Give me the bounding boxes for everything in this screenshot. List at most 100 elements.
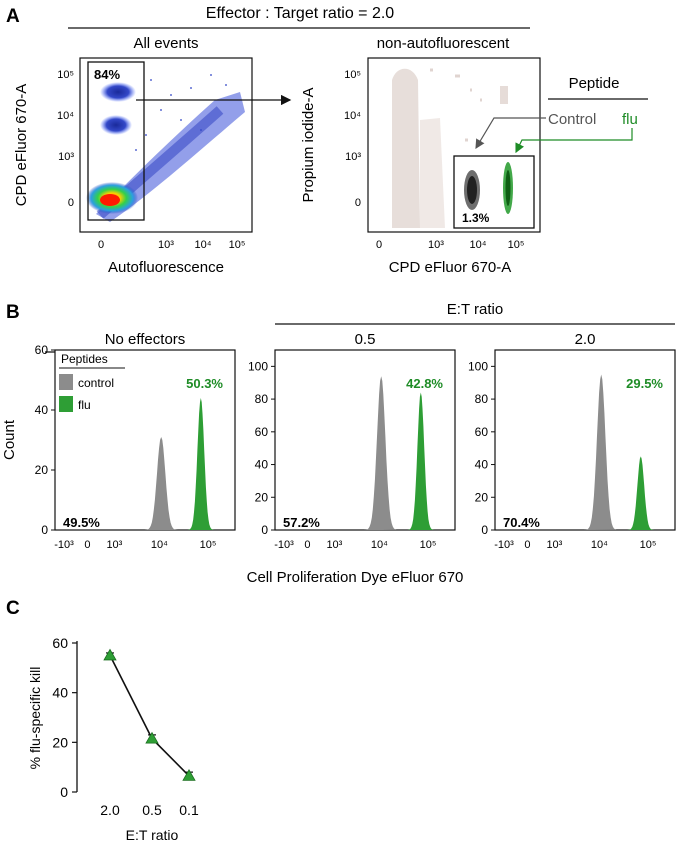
panel-b-letter: B [6, 302, 20, 323]
histogram-title: 2.0 [575, 331, 596, 348]
histogram-xtick: 10⁴ [151, 539, 168, 551]
histogram-xtick: 10⁵ [420, 539, 437, 551]
plot2-ytick: 10⁵ [344, 69, 361, 81]
histogram-legend-title: Peptides [61, 352, 108, 366]
line-chart-xtick: 0.1 [179, 802, 199, 818]
line-chart-point [145, 731, 159, 744]
line-chart-ytick: 0 [60, 784, 68, 800]
plot2-ytick: 10⁴ [344, 110, 361, 122]
plot1-xtick: 10³ [158, 239, 174, 251]
plot2-xlabel: CPD eFluor 670-A [389, 259, 512, 276]
histogram-2: 0.5 0 20 40 60 80 100 -10³ 0 10³ 10⁴ 10⁵ 57.2% 42.8% [248, 331, 456, 551]
histogram-left-pct: 49.5% [63, 515, 100, 530]
plot1-xtick: 0 [98, 239, 104, 251]
histogram-ytick: 60 [475, 425, 489, 439]
plot1-density [86, 74, 245, 222]
panel-a-supertitle: Effector : Target ratio = 2.0 [206, 5, 395, 22]
histogram-ytick: 20 [35, 463, 49, 477]
panel-c-xlabel: E:T ratio [126, 827, 179, 843]
panel-b-xlabel: Cell Proliferation Dye eFluor 670 [247, 569, 464, 586]
plot1-ytick: 0 [68, 197, 74, 209]
panel-b-ylabel: Count [1, 419, 18, 460]
histogram-ytick: 20 [255, 490, 269, 504]
plot1-title: All events [133, 35, 198, 52]
histogram-title: No effectors [105, 331, 186, 348]
histogram-right-pct: 42.8% [406, 376, 443, 391]
histogram-xtick: -10³ [54, 539, 74, 551]
histogram-ytick: 80 [255, 392, 269, 406]
panel-b-group-label: E:T ratio [447, 301, 503, 318]
histogram-right-pct: 50.3% [186, 376, 223, 391]
histogram-flu-peak [187, 398, 215, 530]
line-chart-point [103, 648, 117, 661]
plot2-title: non-autofluorescent [377, 35, 510, 52]
histogram-xtick: 10⁴ [591, 539, 608, 551]
histogram-xtick: 10³ [546, 539, 562, 551]
flu-arrow [515, 128, 633, 154]
histogram-left-pct: 57.2% [283, 515, 320, 530]
plot2-inset-pct: 1.3% [462, 211, 490, 225]
histogram-flu-peak [627, 456, 655, 530]
histogram-title: 0.5 [355, 331, 376, 348]
histogram-3: 2.0 0 20 40 60 80 100 -10³ 0 10³ 10⁴ 10⁵ 70.4% 29.5% [468, 331, 676, 551]
histogram-xtick: 0 [84, 539, 90, 551]
histogram-xtick: 10³ [326, 539, 342, 551]
line-chart-point [182, 769, 196, 781]
line-chart-ytick: 60 [52, 635, 68, 651]
histogram-ytick: 80 [475, 392, 489, 406]
plot2-xtick: 10⁴ [470, 239, 487, 251]
plot2-inset-clusters [464, 162, 513, 214]
histogram-xtick: 0 [304, 539, 310, 551]
histogram-legend-swatch [59, 396, 73, 412]
plot2-xtick: 10³ [428, 239, 444, 251]
histogram-ytick: 60 [255, 425, 269, 439]
histogram-ytick: 100 [248, 359, 268, 373]
histogram-control-peak [364, 376, 398, 530]
histogram-ytick: 0 [261, 523, 268, 537]
plot1-ylabel: CPD eFluor 670-A [13, 84, 30, 207]
histogram-xtick: -10³ [494, 539, 514, 551]
plot1-gate [87, 61, 145, 221]
histogram-xtick: 0 [524, 539, 530, 551]
plot1-gate-pct: 84% [94, 67, 120, 82]
histogram-xtick: 10⁴ [371, 539, 388, 551]
histogram-ytick: 60 [35, 343, 49, 357]
histogram-ytick: 0 [481, 523, 488, 537]
histogram-legend-swatch [59, 374, 73, 390]
peptide-legend-flu: flu [622, 111, 638, 128]
panel-c-letter: C [6, 598, 20, 619]
histogram-legend: Peptides control flu [59, 352, 125, 412]
histogram-ytick: 100 [468, 359, 488, 373]
plot2-xtick: 10⁵ [508, 239, 525, 251]
line-chart-xtick: 0.5 [142, 802, 162, 818]
panel-c-ylabel: % flu-specific kill [27, 667, 43, 770]
plot2-ytick: 10³ [345, 151, 361, 163]
histogram-control-peak [584, 374, 618, 530]
histogram-legend-label: flu [78, 398, 91, 412]
line-chart-ytick: 20 [52, 734, 68, 750]
panel-a-letter: A [6, 6, 20, 27]
plot2-density [392, 68, 508, 229]
plot2-ylabel: Propium iodide-A [300, 87, 317, 202]
histogram-ytick: 20 [475, 490, 489, 504]
plot2-ytick: 0 [355, 197, 361, 209]
plot1-ytick: 10³ [58, 151, 74, 163]
histogram-xtick: 10⁵ [640, 539, 657, 551]
histogram-legend-label: control [78, 376, 114, 390]
histogram-xtick: 10⁵ [200, 539, 217, 551]
histogram-xtick: 10³ [106, 539, 122, 551]
histogram-xtick: -10³ [274, 539, 294, 551]
histogram-ytick: 40 [475, 458, 489, 472]
plot1-ytick: 10⁴ [57, 110, 74, 122]
line-chart-series-line [109, 655, 190, 777]
histogram-1: No effectors 0 20 40 60 -10³ 0 10³ 10⁴ 10⁵ 49.5% 50… [35, 331, 236, 551]
histogram-flu-peak [407, 392, 435, 530]
histogram-frame [274, 349, 456, 531]
plot1-ytick: 10⁵ [57, 69, 74, 81]
plot2-xtick: 0 [376, 239, 382, 251]
plot1-xlabel: Autofluorescence [108, 259, 224, 276]
histogram-right-pct: 29.5% [626, 376, 663, 391]
line-chart-ytick: 40 [52, 685, 68, 701]
plot1-xtick: 10⁵ [229, 239, 246, 251]
